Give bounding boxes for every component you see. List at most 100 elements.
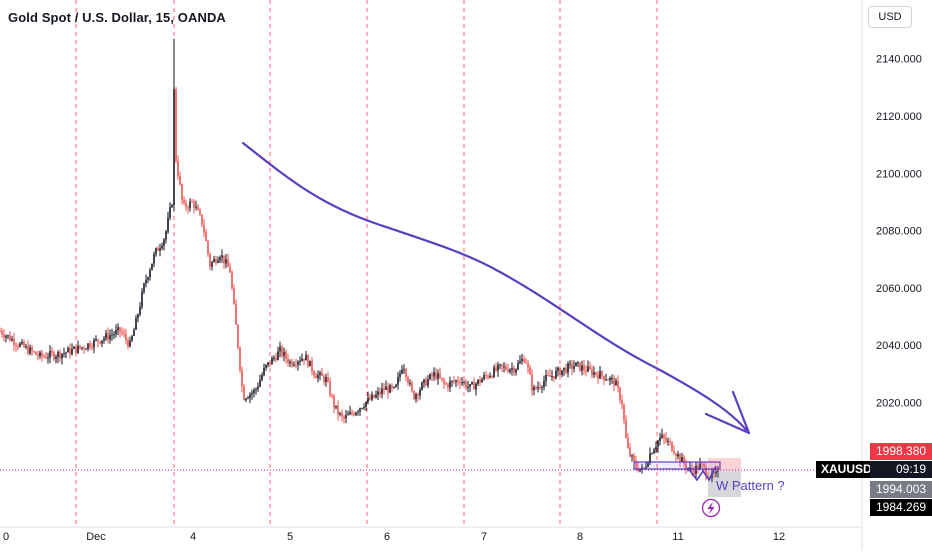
- drawing-overlays: W Pattern ?: [0, 141, 862, 518]
- candle-body: [515, 369, 517, 373]
- candle-body: [631, 455, 633, 457]
- candle-body: [43, 356, 45, 358]
- candle-body: [459, 382, 461, 384]
- candle-body: [485, 375, 487, 377]
- candle-body: [99, 341, 101, 344]
- candle-body: [253, 389, 255, 393]
- candle-body: [437, 373, 439, 379]
- candle-body: [421, 382, 423, 390]
- candle-body: [337, 405, 339, 415]
- candle-body: [125, 334, 127, 341]
- candle-body: [511, 368, 513, 370]
- candle-body: [655, 446, 657, 450]
- trend-arrow[interactable]: [241, 141, 750, 434]
- candle-body: [553, 375, 555, 379]
- candle-body: [195, 206, 197, 208]
- candle-body: [329, 381, 331, 396]
- target-zone[interactable]: [708, 471, 741, 497]
- candle-body: [673, 450, 675, 454]
- candle-body: [419, 389, 421, 396]
- candle-body: [467, 386, 469, 388]
- candle-body: [175, 89, 177, 162]
- candle-body: [265, 364, 267, 368]
- candle-body: [93, 339, 95, 348]
- candle-body: [547, 375, 549, 377]
- candle-body: [163, 239, 165, 246]
- candle-body: [37, 354, 39, 357]
- candle-body: [95, 339, 97, 341]
- candle-body: [307, 355, 309, 367]
- candle-body: [677, 454, 679, 457]
- candle-body: [407, 377, 409, 384]
- candle-body: [73, 346, 75, 349]
- candle-body: [131, 335, 133, 341]
- w-pattern-mark[interactable]: [687, 465, 717, 482]
- candle-body: [121, 331, 123, 334]
- candle-body: [297, 361, 299, 365]
- candle-body: [463, 381, 465, 383]
- candle-body: [399, 373, 401, 378]
- candle-body: [49, 350, 51, 358]
- candle-body: [369, 397, 371, 400]
- candle-body: [371, 394, 373, 400]
- candle-body: [67, 347, 69, 353]
- candle-body: [309, 360, 311, 367]
- y-tick-label: 2020.000: [876, 398, 922, 410]
- candle-body: [137, 314, 139, 319]
- candle-body: [521, 358, 523, 362]
- candle-body: [289, 361, 291, 364]
- candle-body: [57, 351, 59, 358]
- candle-body: [651, 453, 653, 455]
- candle-body: [275, 357, 277, 360]
- candle-body: [15, 345, 17, 347]
- candle-body: [717, 470, 719, 472]
- candle-body: [207, 241, 209, 254]
- candle-body: [715, 471, 717, 474]
- candle-body: [497, 364, 499, 371]
- currency-button[interactable]: USD: [868, 6, 912, 28]
- candle-body: [679, 454, 681, 462]
- candle-body: [141, 291, 143, 307]
- candle-body: [549, 375, 551, 377]
- candle-body: [249, 394, 251, 398]
- candle-body: [539, 386, 541, 388]
- candle-body: [83, 347, 85, 349]
- candle-body: [193, 201, 195, 208]
- candle-body: [155, 248, 157, 255]
- trend-arrowhead[interactable]: [704, 390, 751, 435]
- candle-body: [623, 404, 625, 420]
- candle-body: [675, 453, 677, 457]
- stop-zone[interactable]: [708, 458, 741, 471]
- candle-body: [471, 382, 473, 385]
- candle-body: [561, 370, 563, 375]
- candle-body: [533, 387, 535, 391]
- candle-body: [363, 407, 365, 409]
- candle-body: [257, 386, 259, 390]
- candle-body: [385, 386, 387, 391]
- candle-body: [391, 385, 393, 388]
- candle-body: [243, 386, 245, 401]
- candle-body: [669, 441, 671, 443]
- candle-body: [77, 345, 79, 354]
- support-zone[interactable]: [633, 461, 721, 470]
- candle-body: [393, 386, 395, 388]
- candle-body: [639, 469, 641, 472]
- candle-body: [115, 329, 117, 335]
- candle-body: [587, 366, 589, 372]
- candle-body: [353, 413, 355, 416]
- candle-body: [379, 391, 381, 394]
- y-tick-label: 2060.000: [876, 283, 922, 295]
- candle-body: [255, 389, 257, 391]
- candle-body: [649, 453, 651, 464]
- candle-body: [351, 412, 353, 414]
- candle-body: [263, 367, 265, 376]
- candle-body: [159, 248, 161, 251]
- candle-body: [591, 368, 593, 376]
- candle-body: [483, 375, 485, 380]
- candle-body: [535, 387, 537, 389]
- candle-body: [355, 412, 357, 416]
- candle-body: [181, 184, 183, 200]
- candle-body: [331, 395, 333, 397]
